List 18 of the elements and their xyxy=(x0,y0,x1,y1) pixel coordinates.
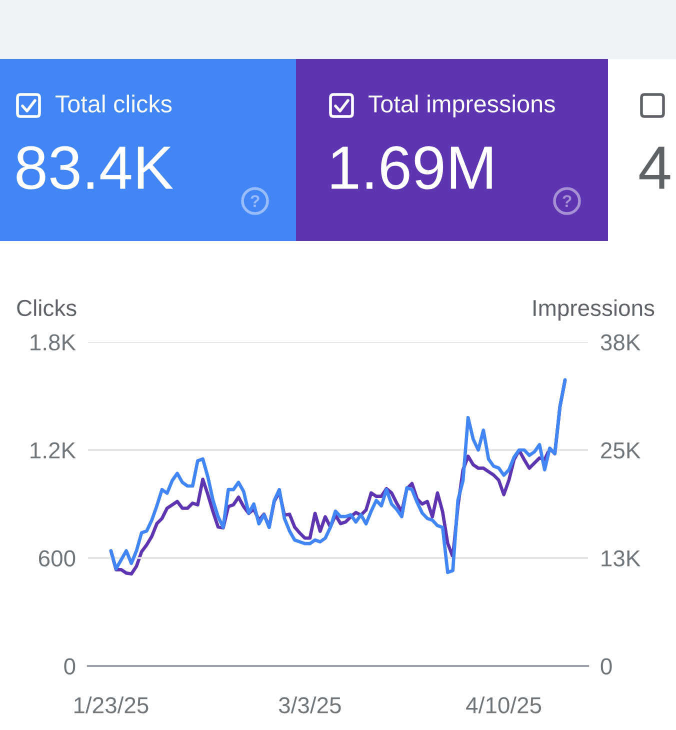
y-tick-label: 600 xyxy=(38,550,76,567)
text: 4 xyxy=(639,146,670,189)
y2-tick-label: 0 xyxy=(600,658,612,675)
x-tick-label: 3/3/25 xyxy=(278,696,341,714)
y2-tick-label: 25K xyxy=(601,442,640,459)
x-tick-label: 4/10/25 xyxy=(466,696,542,714)
text: 83.4K xyxy=(16,146,174,190)
y2-axis-title: Impressions xyxy=(534,299,654,321)
x-tick-label: 1/23/25 xyxy=(74,696,148,714)
y2-tick-label: 38K xyxy=(600,334,640,351)
text: Total impressions xyxy=(368,94,555,118)
text: 1.69M xyxy=(332,146,492,190)
y-tick-label: 1.2K xyxy=(30,442,76,458)
y2-tick-label: 13K xyxy=(602,550,640,567)
y-tick-label: 1.8K xyxy=(30,334,76,351)
text: Total clicks xyxy=(56,94,172,113)
y-tick-label: 0 xyxy=(64,658,76,675)
y-axis-title: Clicks xyxy=(17,299,76,316)
